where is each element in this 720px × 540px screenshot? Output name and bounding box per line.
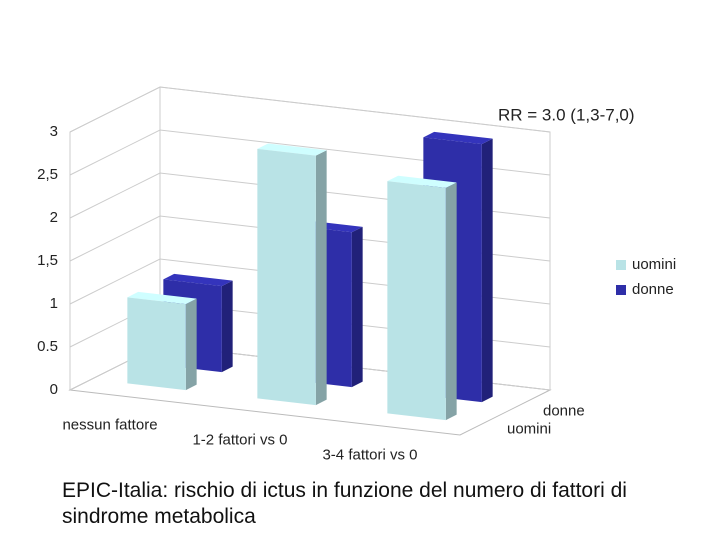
y-tick-label: 1 (50, 295, 58, 312)
bar-front (257, 148, 316, 406)
y-tick-label: 2 (50, 209, 58, 226)
bar-front (127, 297, 186, 391)
depth-label: uomini (507, 420, 551, 437)
bar-side (351, 226, 363, 388)
bar (387, 175, 457, 421)
y-tick-label: 1,5 (37, 252, 58, 269)
bar-side (315, 150, 327, 406)
bar-top (423, 131, 493, 145)
depth-label: donne (543, 402, 585, 419)
bar-side (185, 298, 197, 391)
chart-title: EPIC-Italia: rischio di ictus in funzion… (62, 479, 627, 528)
y-tick-label: 2,5 (37, 166, 58, 183)
bar-top (127, 291, 197, 305)
y-tick-label: 0.5 (37, 338, 58, 355)
annotation: RR = 3.0 (1,3-7,0) (498, 105, 635, 124)
bar-top (163, 273, 233, 287)
y-tick-label: 0 (50, 381, 58, 398)
bar-front (387, 181, 446, 421)
x-tick-label: 1-2 fattori vs 0 (192, 431, 287, 448)
legend-swatch (616, 285, 626, 295)
bar-side (221, 280, 233, 373)
y-tick-label: 3 (50, 123, 58, 140)
bar (257, 143, 327, 406)
x-tick-label: 3-4 fattori vs 0 (322, 446, 417, 463)
grid-line (69, 86, 551, 133)
bar-top (387, 175, 457, 188)
legend-swatch (616, 260, 626, 270)
legend-label: donne (632, 281, 674, 298)
grid-line (69, 129, 551, 176)
bar-top (257, 143, 327, 156)
x-tick-label: nessun fattore (62, 416, 157, 433)
bar-side (445, 182, 457, 421)
legend-label: uomini (632, 256, 676, 273)
bar-side (481, 138, 493, 403)
bar (127, 291, 197, 391)
